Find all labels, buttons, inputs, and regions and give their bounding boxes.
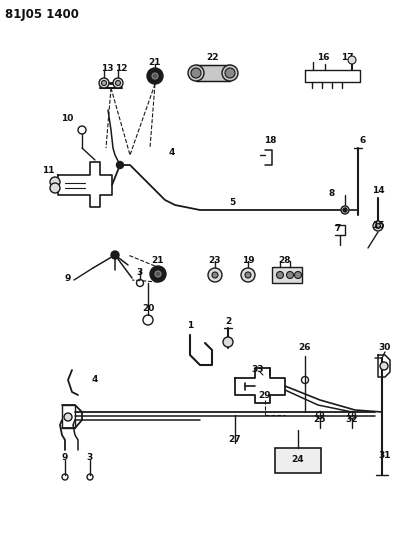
Text: 29: 29 <box>258 391 271 400</box>
Text: 9: 9 <box>65 273 71 282</box>
Circle shape <box>150 266 166 282</box>
Text: 28: 28 <box>278 255 291 264</box>
Text: 30: 30 <box>378 343 390 352</box>
Text: 10: 10 <box>61 114 73 123</box>
Text: 17: 17 <box>340 52 352 61</box>
Text: 14: 14 <box>371 185 383 195</box>
Text: 19: 19 <box>241 255 254 264</box>
Text: 22: 22 <box>206 52 219 61</box>
Circle shape <box>294 271 301 279</box>
Bar <box>62 405 75 428</box>
Circle shape <box>50 177 60 187</box>
Text: 23: 23 <box>208 255 221 264</box>
Circle shape <box>111 251 119 259</box>
Text: 26: 26 <box>298 343 310 352</box>
Circle shape <box>286 271 293 279</box>
Text: 3: 3 <box>136 268 143 277</box>
Text: 81J05 1400: 81J05 1400 <box>5 7 79 20</box>
Circle shape <box>276 271 283 279</box>
Circle shape <box>207 268 221 282</box>
Circle shape <box>347 56 355 64</box>
Text: 21: 21 <box>151 255 164 264</box>
Circle shape <box>379 362 387 370</box>
Bar <box>271 267 301 283</box>
Circle shape <box>342 208 346 212</box>
Bar <box>196 65 229 81</box>
Text: 4: 4 <box>168 148 175 157</box>
Circle shape <box>221 65 237 81</box>
Text: 20: 20 <box>142 303 154 312</box>
Circle shape <box>190 68 200 78</box>
Text: 2: 2 <box>224 318 231 327</box>
Text: 8: 8 <box>328 189 334 198</box>
Circle shape <box>372 221 382 231</box>
Text: 9: 9 <box>62 454 68 463</box>
Text: 18: 18 <box>263 135 275 144</box>
Circle shape <box>116 161 123 168</box>
Text: 13: 13 <box>101 63 113 72</box>
Text: 33: 33 <box>251 366 263 375</box>
Circle shape <box>115 80 120 85</box>
Circle shape <box>223 337 233 347</box>
Text: 3: 3 <box>87 454 93 463</box>
Text: 15: 15 <box>371 221 383 230</box>
Text: 11: 11 <box>42 166 54 174</box>
Bar <box>274 448 320 473</box>
Text: 27: 27 <box>228 435 241 445</box>
Text: 24: 24 <box>291 456 304 464</box>
Text: 1: 1 <box>186 320 192 329</box>
Text: 7: 7 <box>334 223 340 232</box>
Circle shape <box>244 272 250 278</box>
Text: 32: 32 <box>345 416 357 424</box>
Circle shape <box>99 78 109 88</box>
Text: 31: 31 <box>378 450 390 459</box>
Text: 6: 6 <box>359 135 365 144</box>
Text: 5: 5 <box>228 198 235 206</box>
Circle shape <box>340 206 348 214</box>
Text: 21: 21 <box>148 58 161 67</box>
Circle shape <box>225 68 235 78</box>
Circle shape <box>101 80 106 85</box>
Circle shape <box>211 272 217 278</box>
Circle shape <box>50 183 60 193</box>
Circle shape <box>241 268 254 282</box>
Circle shape <box>113 78 123 88</box>
Text: 12: 12 <box>114 63 127 72</box>
Circle shape <box>147 68 162 84</box>
Text: 4: 4 <box>91 376 98 384</box>
Circle shape <box>375 223 380 229</box>
Circle shape <box>152 73 158 79</box>
Text: 16: 16 <box>316 52 328 61</box>
Text: 25: 25 <box>313 416 326 424</box>
Circle shape <box>155 271 160 277</box>
Circle shape <box>188 65 203 81</box>
Circle shape <box>64 413 72 421</box>
